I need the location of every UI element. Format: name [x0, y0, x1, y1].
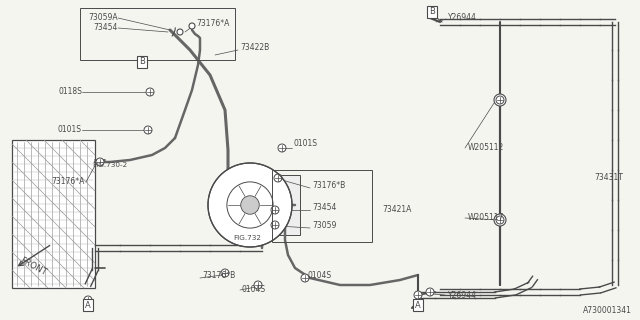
Text: 73176*A: 73176*A — [196, 20, 229, 28]
Circle shape — [271, 206, 279, 214]
Text: 73176*B: 73176*B — [312, 180, 345, 189]
Circle shape — [426, 288, 434, 296]
Text: 0104S: 0104S — [242, 285, 266, 294]
Circle shape — [84, 296, 92, 304]
Text: 0118S: 0118S — [58, 87, 82, 97]
Circle shape — [278, 144, 286, 152]
Circle shape — [189, 23, 195, 29]
Text: 73059: 73059 — [312, 221, 337, 230]
Text: 0101S: 0101S — [294, 139, 318, 148]
Text: FIG.732: FIG.732 — [233, 235, 261, 241]
Text: Y26944: Y26944 — [448, 291, 477, 300]
Circle shape — [271, 221, 279, 229]
Circle shape — [241, 196, 259, 214]
Text: W205112: W205112 — [468, 143, 504, 153]
Text: A: A — [415, 300, 421, 309]
Text: B: B — [429, 7, 435, 17]
Text: 73422B: 73422B — [240, 44, 269, 52]
Circle shape — [414, 291, 422, 299]
Bar — [12, 140, 95, 288]
Circle shape — [496, 96, 504, 104]
Circle shape — [494, 214, 506, 226]
Circle shape — [146, 88, 154, 96]
Text: FRONT: FRONT — [18, 256, 47, 277]
Text: 0104S: 0104S — [307, 270, 331, 279]
Text: Y26944: Y26944 — [448, 13, 477, 22]
Text: 73454: 73454 — [93, 23, 118, 33]
Text: 73176*A: 73176*A — [52, 178, 85, 187]
Bar — [80, 8, 235, 60]
Circle shape — [177, 29, 183, 35]
Text: 73176*B: 73176*B — [202, 270, 236, 279]
Circle shape — [208, 163, 292, 247]
Circle shape — [254, 281, 262, 289]
Text: W205117: W205117 — [468, 213, 504, 222]
Text: 73059A: 73059A — [88, 13, 118, 22]
Text: A730001341: A730001341 — [583, 306, 632, 315]
Circle shape — [144, 126, 152, 134]
Text: FIG.730-2: FIG.730-2 — [92, 162, 127, 168]
Circle shape — [494, 94, 506, 106]
Circle shape — [301, 274, 309, 282]
Bar — [245, 175, 300, 235]
Text: 0101S: 0101S — [58, 125, 82, 134]
Circle shape — [96, 158, 104, 166]
Circle shape — [274, 174, 282, 182]
Circle shape — [221, 269, 229, 277]
Circle shape — [496, 216, 504, 224]
Bar — [272, 170, 372, 242]
Circle shape — [227, 182, 273, 228]
Text: 73454: 73454 — [312, 203, 337, 212]
Text: 73431T: 73431T — [594, 173, 623, 182]
Text: B: B — [139, 58, 145, 67]
Text: 73421A: 73421A — [382, 205, 412, 214]
Text: A: A — [85, 300, 91, 309]
